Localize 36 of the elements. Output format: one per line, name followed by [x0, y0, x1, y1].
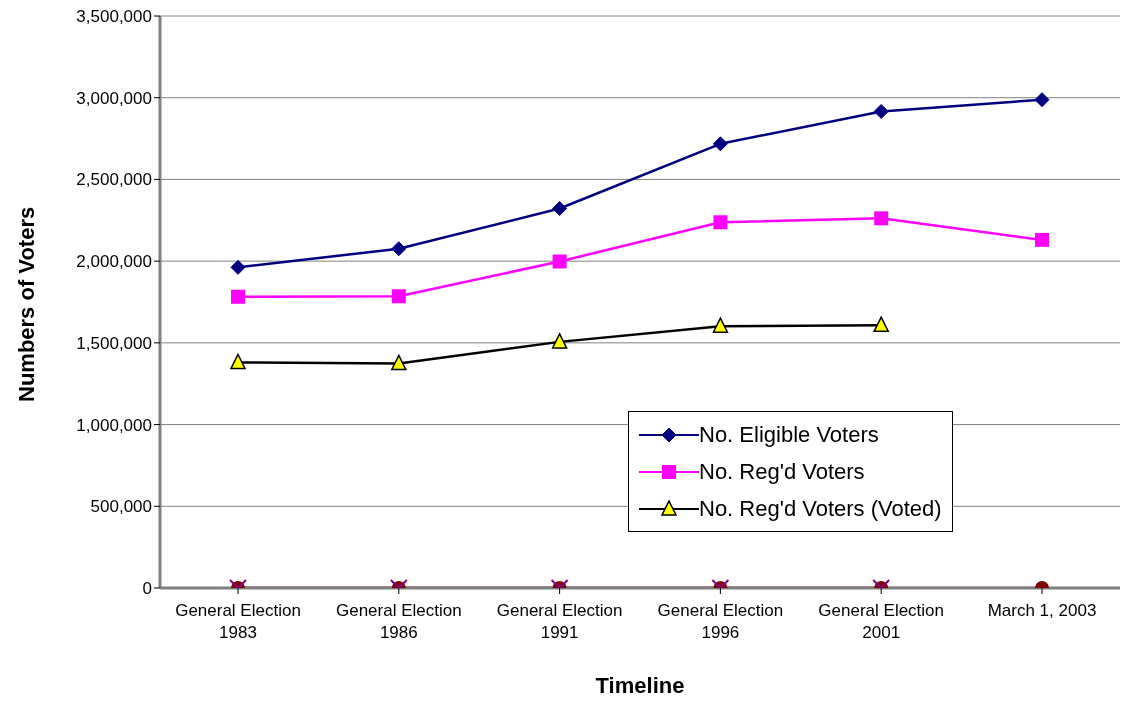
- point: [230, 259, 246, 275]
- point: [873, 103, 889, 119]
- point: [230, 353, 246, 370]
- point: [551, 333, 568, 349]
- point: [552, 201, 568, 217]
- x-axis-title: Timeline: [595, 673, 685, 698]
- legend-label: No. Eligible Voters: [699, 421, 879, 449]
- y-tick-label: 500,000: [90, 497, 152, 517]
- point: [712, 317, 729, 333]
- point: [391, 289, 406, 304]
- point: [713, 215, 728, 230]
- point: [231, 289, 245, 304]
- y-tick-label: 0: [142, 579, 152, 599]
- legend-label: No. Reg'd Voters (Voted): [699, 495, 942, 523]
- point: [712, 136, 728, 152]
- x-tick-label: General Election 1983: [175, 601, 301, 642]
- x-tick-label: General Election 2001: [818, 601, 945, 642]
- x-tick-label: General Election 1991: [496, 601, 623, 642]
- point: [873, 316, 889, 332]
- point: [1034, 92, 1050, 108]
- y-tick-label: 2,500,000: [76, 170, 152, 190]
- legend-label: No. Reg'd Voters: [699, 458, 865, 486]
- point: [1035, 232, 1049, 247]
- y-tick-label: 1,500,000: [76, 333, 152, 353]
- point: [874, 211, 889, 226]
- y-tick-label: 3,500,000: [76, 7, 152, 27]
- point: [391, 241, 407, 257]
- y-tick-label: 1,000,000: [76, 415, 152, 435]
- y-tick-label: 2,000,000: [76, 252, 152, 272]
- point: [552, 254, 567, 269]
- x-tick-label: March 1, 2003: [987, 601, 1097, 620]
- y-axis-title: Numbers of Voters: [13, 206, 39, 402]
- x-tick-label: General Election 1986: [335, 601, 462, 642]
- point: [391, 354, 407, 371]
- y-tick-label: 3,000,000: [76, 88, 152, 108]
- x-tick-label: General Election 1996: [657, 601, 784, 642]
